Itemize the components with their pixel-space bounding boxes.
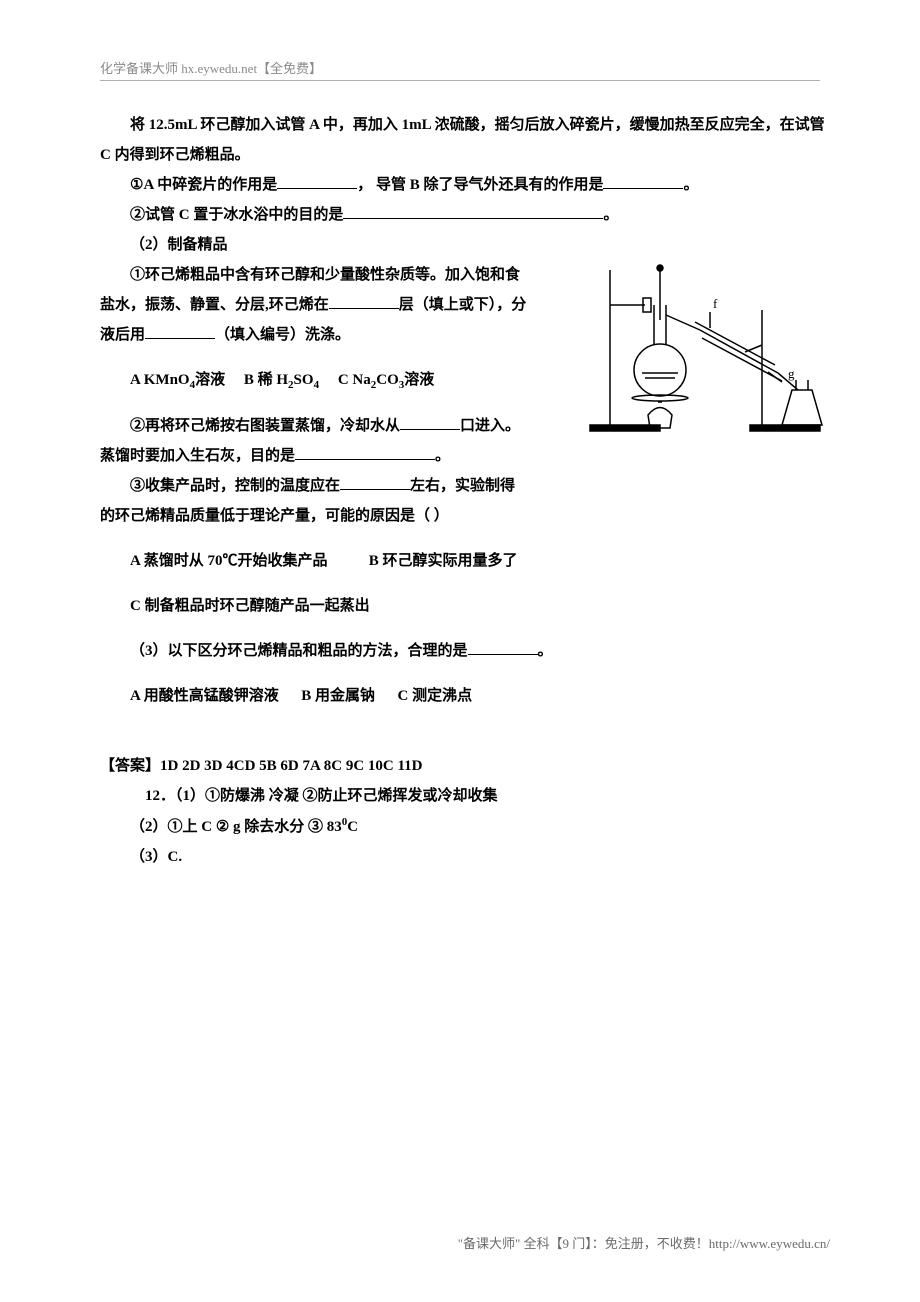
section-2: （2）制备精品 [100,230,530,260]
options-1: A KMnO4溶液 B 稀 H2SO4 C Na2CO3溶液 [100,365,530,396]
header-url: 化学备课大师 hx.eywedu.net【全免费】 [100,58,322,77]
paragraph-intro: 将 12.5mL 环己醇加入试管 A 中，再加入 1mL 浓硫酸，摇匀后放入碎瓷… [100,110,830,170]
blank [343,203,603,219]
options-2-row2: C 制备粗品时环己醇随产品一起蒸出 [100,591,830,621]
label-g: g [788,366,795,381]
options-3: A 用酸性高锰酸钾溶液 B 用金属钠 C 测定沸点 [100,681,830,711]
label-f: f [713,296,718,311]
answers-line2: 12．（1）①防爆沸 冷凝 ②防止环己烯挥发或冷却收集 [100,781,830,811]
answers-line3: （2）①上 C ② g 除去水分 ③ 830C [100,811,830,842]
blank [400,414,460,430]
blank [340,474,410,490]
q-2-2: ②再将环己烯按右图装置蒸馏，冷却水从口进入。蒸馏时要加入生石灰，目的是。 [100,411,530,471]
options-2-row1: A 蒸馏时从 70℃开始收集产品 B 环己醇实际用量多了 [100,546,830,576]
q3: （3）以下区分环己烯精品和粗品的方法，合理的是。 [100,636,830,666]
blank [277,173,357,189]
q-2-1: ①环己烯粗品中含有环己醇和少量酸性杂质等。加入饱和食盐水，振荡、静置、分层,环己… [100,260,530,350]
blank [603,173,683,189]
main-content: 将 12.5mL 环己醇加入试管 A 中，再加入 1mL 浓硫酸，摇匀后放入碎瓷… [100,110,830,872]
blank [329,293,399,309]
answers-block: 【答案】1D 2D 3D 4CD 5B 6D 7A 8C 9C 10C 11D … [100,751,830,872]
q2: ②试管 C 置于冰水浴中的目的是。 [100,200,830,230]
blank [295,444,435,460]
footer-text: "备课大师" 全科【9 门】：免注册，不收费！http://www.eywedu… [458,1233,830,1252]
answers-line1: 【答案】1D 2D 3D 4CD 5B 6D 7A 8C 9C 10C 11D [100,751,830,781]
distillation-apparatus-diagram: f g [550,250,840,450]
q1: ①A 中碎瓷片的作用是， 导管 B 除了导气外还具有的作用是。 [100,170,830,200]
blank [468,639,538,655]
answers-line4: （3）C. [100,842,830,872]
blank [145,323,215,339]
q-2-3: ③收集产品时，控制的温度应在左右，实验制得的环己烯精品质量低于理论产量，可能的原… [100,471,530,531]
header-divider [100,80,820,81]
